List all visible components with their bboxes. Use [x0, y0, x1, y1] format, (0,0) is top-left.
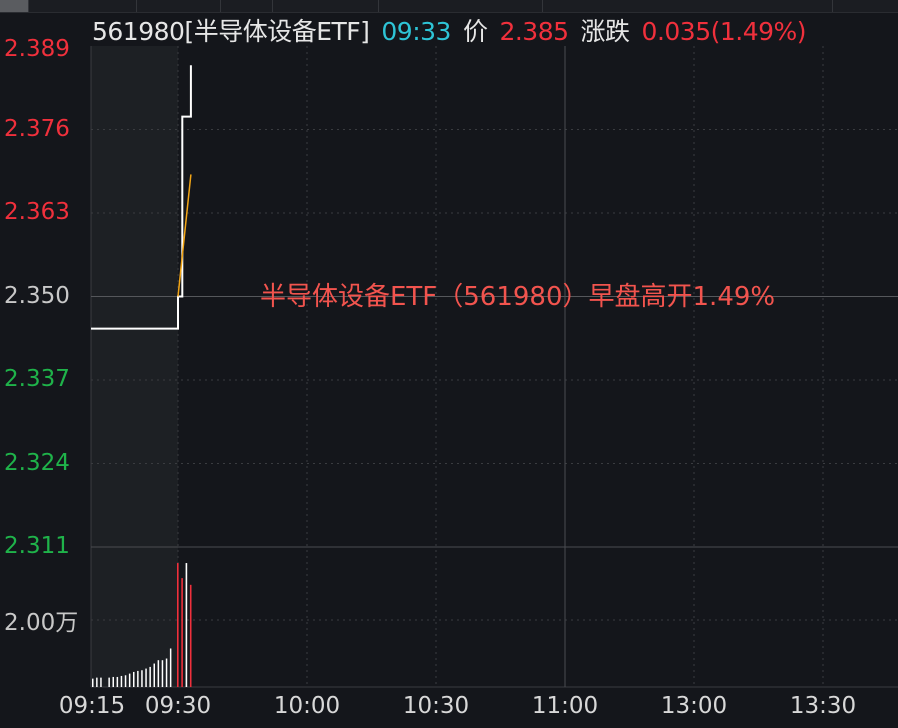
x-tick-label: 11:00 — [531, 693, 599, 719]
y-tick-label: 2.376 — [4, 115, 70, 142]
y-tick-label: 2.324 — [4, 449, 70, 476]
chart-header: 561980[半导体设备ETF] 09:33 价 2.385 涨跌 0.035(1.49%… — [92, 12, 818, 48]
volume-bar-auction — [161, 660, 164, 687]
volume-axis-label: 2.00万 — [4, 610, 79, 636]
y-tick-label: 2.363 — [4, 199, 70, 225]
x-tick-label: 10:00 — [273, 693, 341, 719]
x-tick-label: 13:30 — [789, 693, 857, 719]
price-value: 2.385 — [499, 17, 569, 46]
volume-bar-auction — [149, 666, 151, 687]
volume-bar-auction — [100, 677, 102, 687]
annotation-text: 半导体设备ETF（561980）早盘高开1.49% — [260, 282, 776, 312]
average-price-line — [177, 174, 192, 297]
volume-bar-auction — [96, 677, 98, 687]
current-time: 09:33 — [381, 17, 451, 46]
x-tick-label: 09:15 — [58, 693, 126, 719]
volume-bar — [189, 584, 192, 687]
volume-bar — [181, 578, 183, 687]
volume-bar-auction — [133, 671, 135, 687]
tab[interactable] — [220, 0, 273, 12]
top-tab-strip — [0, 0, 898, 13]
x-tick-label: 09:30 — [144, 693, 212, 719]
volume-bar-auction — [169, 648, 172, 687]
y-tick-label: 2.337 — [4, 366, 70, 392]
tab[interactable] — [542, 0, 833, 12]
y-tick-label: 2.311 — [4, 533, 70, 559]
change-label: 涨跌 — [580, 17, 631, 46]
y-tick-label: 2.389 — [4, 36, 70, 62]
tab[interactable] — [0, 0, 29, 12]
volume-bar-auction — [108, 677, 110, 687]
tab[interactable] — [28, 0, 137, 12]
volume-bar-auction — [112, 676, 114, 687]
tab[interactable] — [378, 0, 543, 12]
volume-bar — [177, 563, 179, 687]
volume-bar — [185, 563, 188, 687]
price-line — [91, 65, 192, 330]
volume-bar-auction — [124, 675, 127, 687]
volume-bar-auction — [128, 673, 131, 687]
auction-zone — [91, 46, 178, 687]
change-value: 0.035(1.49%) — [641, 17, 807, 46]
volume-bar-auction — [145, 668, 147, 687]
price-label: 价 — [462, 17, 488, 46]
x-tick-label: 10:30 — [402, 693, 470, 719]
y-tick-label: 2.350 — [4, 282, 70, 309]
tab[interactable] — [272, 0, 379, 12]
volume-bar-auction — [141, 670, 143, 687]
volume-bar-auction — [120, 675, 123, 687]
tab[interactable] — [136, 0, 221, 12]
volume-bar-auction — [153, 663, 155, 687]
volume-bar-auction — [92, 678, 94, 687]
volume-bar-auction — [137, 670, 139, 687]
x-tick-label: 13:00 — [660, 693, 728, 719]
security-name: 561980[半导体设备ETF] — [92, 17, 370, 46]
volume-bar-auction — [157, 660, 160, 687]
volume-bar-auction — [116, 676, 119, 687]
volume-bar-auction — [165, 658, 168, 687]
